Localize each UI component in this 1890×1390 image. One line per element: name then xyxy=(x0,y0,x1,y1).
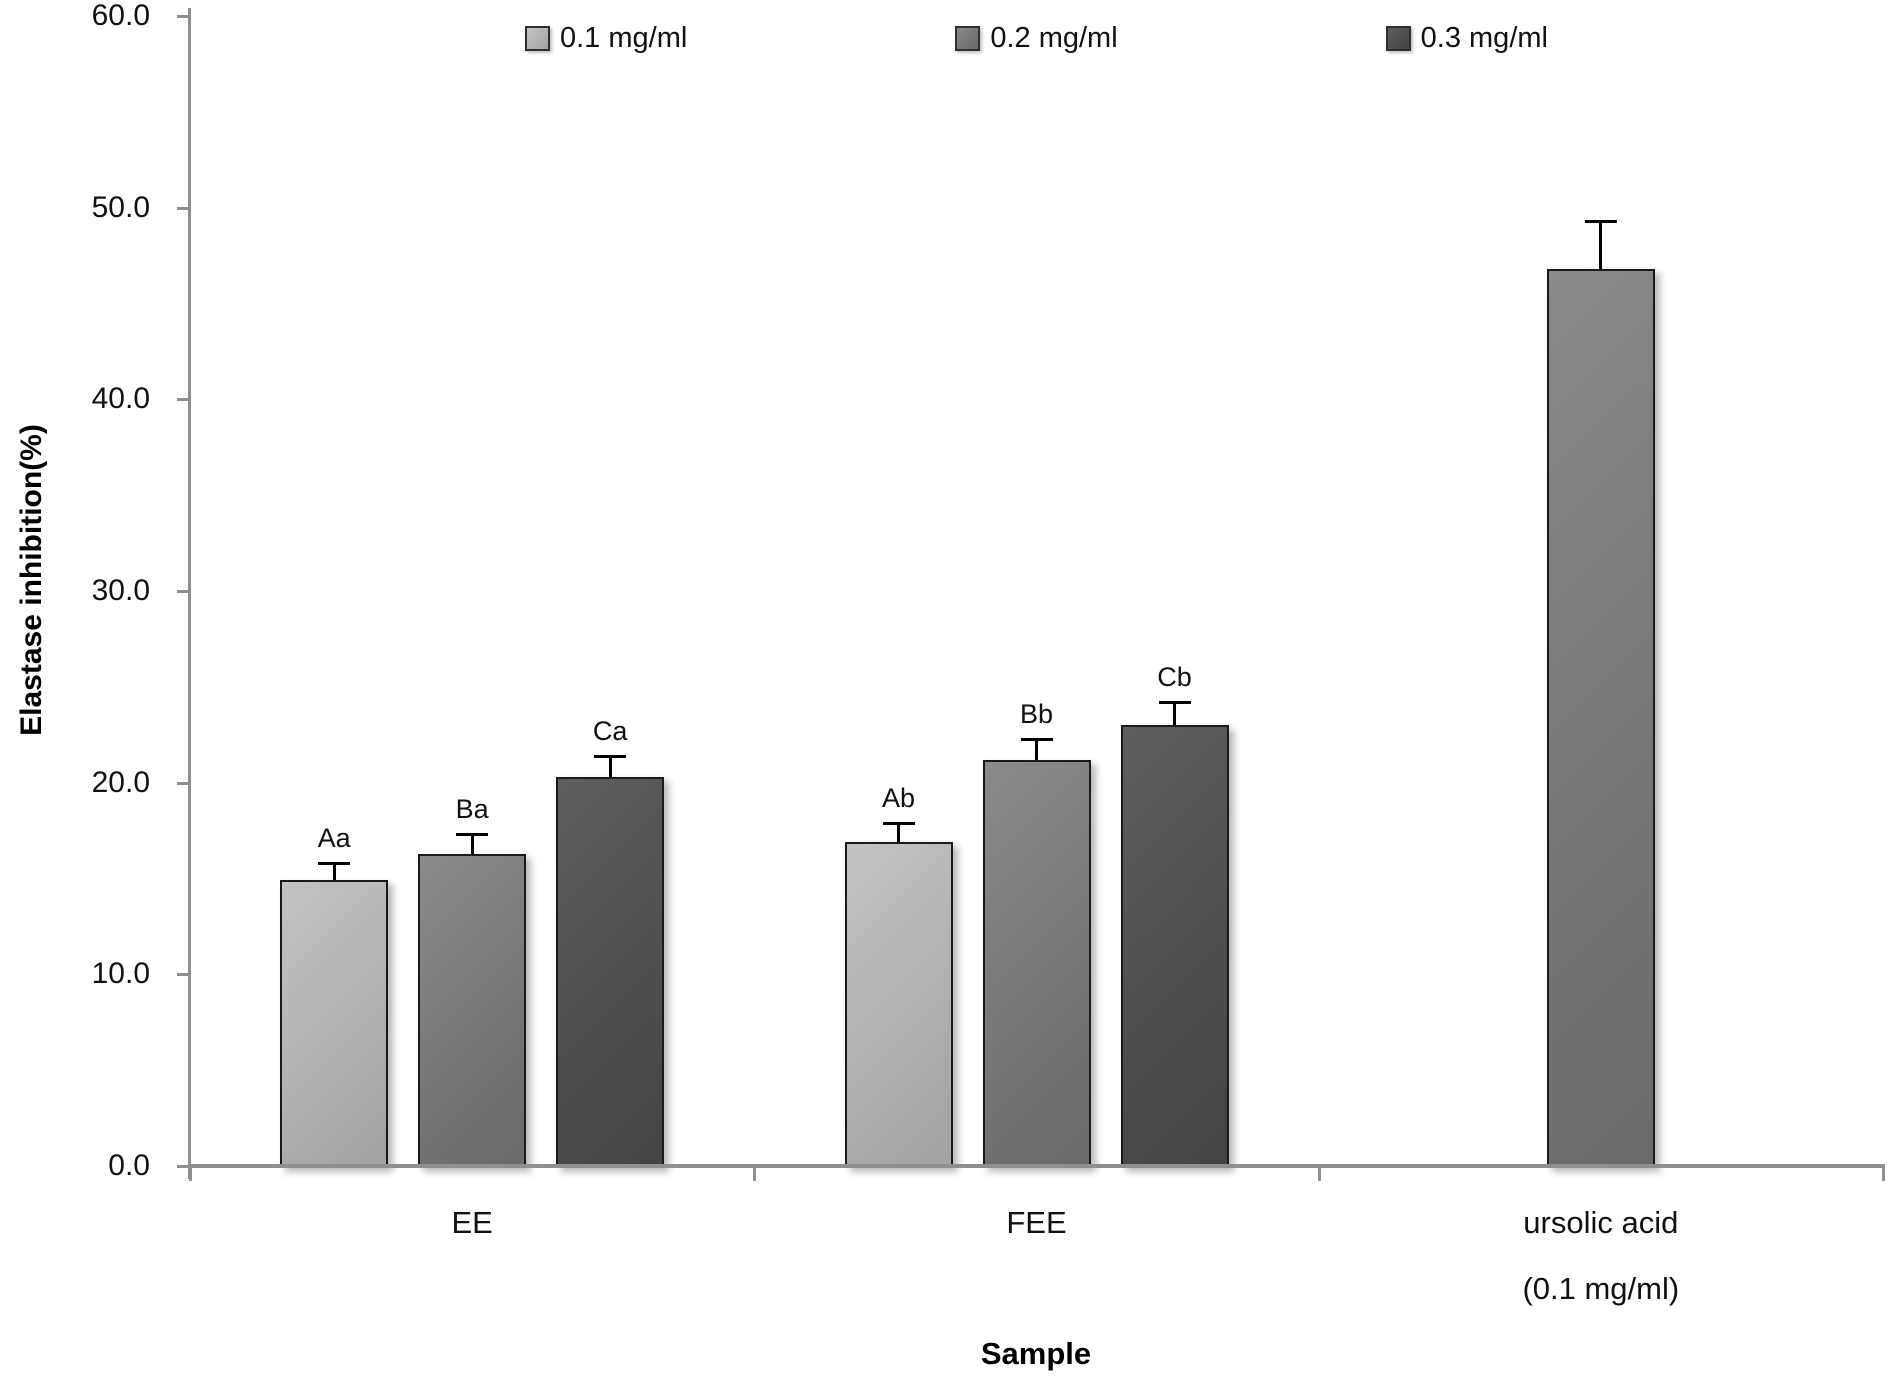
significance-label: Ba xyxy=(455,794,489,825)
error-bar-cap xyxy=(318,862,351,866)
y-axis-tick-label: 10.0 xyxy=(91,957,150,991)
x-category-label: EE xyxy=(451,1205,493,1240)
bar-02mgml-1 xyxy=(982,759,1091,1168)
legend-swatch-icon xyxy=(1385,25,1411,51)
x-axis-title: Sample xyxy=(980,1336,1092,1371)
error-bar-cap xyxy=(594,754,627,758)
bar-01mgml-1 xyxy=(844,842,953,1168)
error-bar-cap xyxy=(882,821,915,825)
legend: 0.1 mg/ml 0.2 mg/ml 0.3 mg/ml xyxy=(190,22,1883,54)
error-bar-stem xyxy=(608,755,612,777)
y-axis-tick xyxy=(177,781,190,785)
x-category-label: (0.1 mg/ml) xyxy=(1522,1271,1680,1306)
x-axis-tick xyxy=(1882,1166,1885,1181)
x-axis-tick xyxy=(753,1166,757,1181)
y-axis-tick xyxy=(177,398,190,402)
y-axis-tick-label: 20.0 xyxy=(91,765,150,799)
error-bar-cap xyxy=(456,833,489,837)
error-bar-stem xyxy=(470,834,474,854)
x-axis-line xyxy=(188,1164,1885,1168)
error-bar-cap xyxy=(1584,220,1617,224)
error-bar-stem xyxy=(1173,702,1176,726)
error-bar-stem xyxy=(1599,221,1603,269)
legend-label: 0.3 mg/ml xyxy=(1420,22,1548,54)
bar-03mgml-0 xyxy=(556,776,665,1168)
significance-label: Ca xyxy=(592,715,628,746)
error-bar-cap xyxy=(1020,737,1053,741)
significance-label: Ab xyxy=(881,782,916,813)
error-bar-cap xyxy=(1158,701,1191,705)
significance-label: Bb xyxy=(1019,698,1054,729)
bar-01mgml-0 xyxy=(280,880,389,1168)
y-axis-tick-label: 0.0 xyxy=(108,1149,150,1182)
significance-label: Aa xyxy=(317,823,351,854)
y-axis-tick-label: 30.0 xyxy=(91,574,150,607)
y-axis-tick xyxy=(177,206,190,210)
legend-label: 0.1 mg/ml xyxy=(560,22,688,54)
error-bar-stem xyxy=(1035,738,1038,760)
error-bar-stem xyxy=(897,822,900,843)
x-category-label: FEE xyxy=(1006,1205,1067,1240)
significance-label: Cb xyxy=(1157,662,1192,693)
bar-03mgml-1 xyxy=(1120,725,1229,1168)
y-axis-tick xyxy=(177,15,190,18)
x-category-label: ursolic acid xyxy=(1523,1205,1679,1240)
y-axis-tick xyxy=(177,973,190,977)
y-axis-tick-label: 60.0 xyxy=(91,0,150,32)
y-axis-tick-label: 50.0 xyxy=(91,190,150,224)
y-axis-line xyxy=(188,8,191,1179)
legend-swatch-icon xyxy=(955,25,981,51)
bar-02mgml-2 xyxy=(1546,269,1655,1168)
legend-item: 0.3 mg/ml xyxy=(1385,22,1548,54)
legend-label: 0.2 mg/ml xyxy=(990,22,1118,54)
bar-02mgml-0 xyxy=(418,853,527,1168)
error-bar-stem xyxy=(332,863,336,881)
legend-item: 0.2 mg/ml xyxy=(955,22,1118,54)
legend-item: 0.1 mg/ml xyxy=(525,22,687,54)
x-axis-tick xyxy=(1317,1166,1321,1181)
y-axis-tick xyxy=(177,1165,190,1168)
legend-swatch-icon xyxy=(525,25,550,51)
y-axis-tick xyxy=(177,590,190,593)
y-axis-tick-label: 40.0 xyxy=(91,382,150,416)
